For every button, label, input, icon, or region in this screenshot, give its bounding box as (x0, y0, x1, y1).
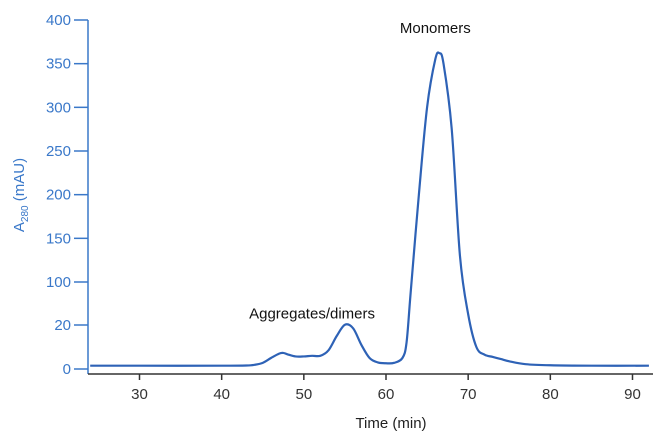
axes: 0 20 100 150 200 250 300 350 400 30 40 50 60 70 80 90 Ti… (11, 12, 653, 431)
peak-annotation: Aggregates/dimers (249, 306, 375, 323)
x-tick-label: 50 (295, 386, 312, 403)
x-tick-label: 30 (131, 386, 148, 403)
y-tick-label: 250 (46, 143, 71, 160)
y-tick-label: 150 (46, 230, 71, 247)
series (90, 51, 649, 367)
annotations: Aggregates/dimers Monomers (249, 20, 471, 322)
y-tick-label: 350 (46, 56, 71, 73)
y-tick-label: 20 (54, 317, 71, 334)
x-tick-label: 80 (542, 386, 559, 403)
y-axis-title: A280 (mAU) (11, 158, 31, 232)
x-tick-label: 70 (460, 386, 477, 403)
x-tick-label: 60 (378, 386, 395, 403)
x-tick-label: 90 (624, 386, 641, 403)
x-axis-title: Time (min) (355, 415, 426, 431)
chromatogram-line (90, 51, 649, 367)
y-tick-label: 200 (46, 187, 71, 204)
y-tick-label: 100 (46, 274, 71, 291)
y-tick-label: 400 (46, 12, 71, 29)
x-tick-label: 40 (213, 386, 230, 403)
y-axis-title-main: A (11, 222, 28, 232)
y-axis-title-subscript: 280 (20, 205, 31, 222)
y-tick-label: 0 (63, 361, 71, 378)
y-axis-title-suffix: (mAU) (11, 158, 28, 206)
peak-annotation: Monomers (400, 20, 471, 37)
y-tick-label: 300 (46, 99, 71, 116)
